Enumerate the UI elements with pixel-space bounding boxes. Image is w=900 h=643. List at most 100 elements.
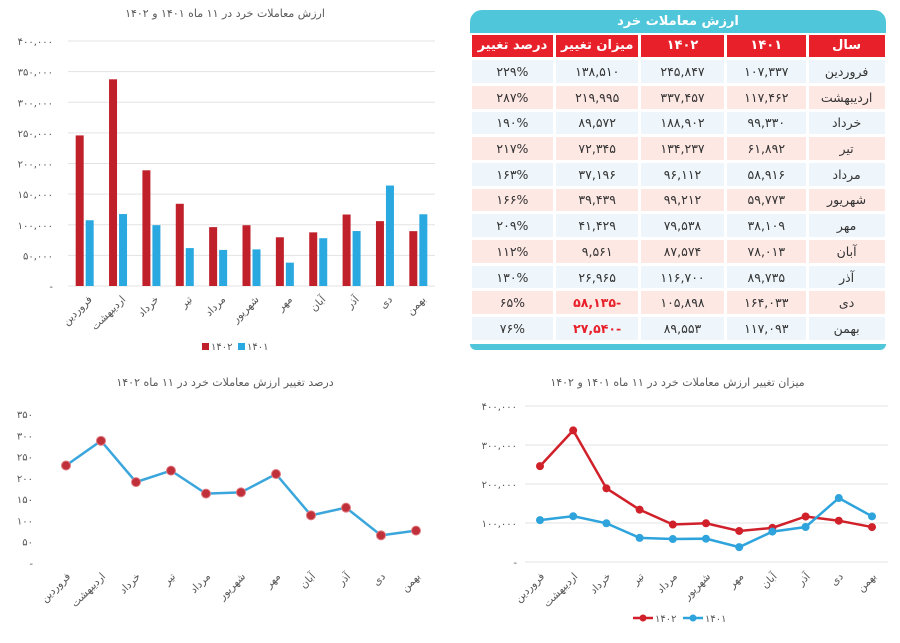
y-tick-label: ۲۰۰,۰۰۰ [482, 480, 517, 491]
x-tick-label: آبان [307, 292, 329, 314]
value-cell: ۹۹,۲۱۲ [641, 188, 724, 212]
bar-1401 [385, 185, 394, 286]
y-tick-label: ۳۵۰,۰۰۰ [18, 68, 53, 79]
y-tick-label: ۱۵۰ [17, 495, 33, 506]
table-row: شهریور ۵۹,۷۷۳ ۹۹,۲۱۲ ۳۹,۴۳۹ ۱۶۶% [470, 187, 886, 213]
value-cell: ۱۱۲% [471, 240, 554, 263]
x-tick-label: مرداد [203, 294, 228, 319]
x-tick-label: فروردین [39, 571, 73, 605]
retail-trades-table: ارزش معاملات خرد سال ۱۴۰۱ ۱۴۰۲ میزان تغییر د… [470, 10, 886, 351]
bar-1402 [175, 203, 184, 286]
legend-label-1402: ۱۴۰۲ [655, 614, 676, 625]
value-cell: ۱۶۶% [471, 188, 554, 212]
column-header: درصد تغییر [471, 34, 554, 58]
value-cell: ۲۰۹% [471, 214, 554, 237]
x-tick-label: بهمن [855, 571, 879, 595]
value-cell: ۱۳۴,۲۳۷ [641, 137, 724, 160]
data-point [376, 530, 386, 541]
x-tick-label: شهریور [681, 571, 713, 603]
change-chart-title: میزان تغییر ارزش معاملات خرد در ۱۱ ماه ۱… [550, 376, 805, 389]
y-tick-label: ۱۰۰,۰۰۰ [482, 519, 517, 530]
bar-1401 [185, 248, 194, 286]
x-tick-label: مرداد [655, 571, 680, 596]
bar-1402 [342, 214, 351, 286]
bar-1401 [285, 262, 294, 286]
bar-chart-title: ارزش معاملات خرد در ۱۱ ماه ۱۴۰۱ و ۱۴۰۲ [125, 7, 325, 20]
value-cell: ۱۶۳% [471, 162, 554, 186]
value-cell: ۵۹,۷۷۳ [726, 188, 806, 212]
table-row: آبان ۷۸,۰۱۳ ۸۷,۵۷۴ ۹,۵۶۱ ۱۱۲% [470, 239, 886, 265]
bar-1402 [109, 79, 118, 286]
value-cell: ۸۹,۵۷۲ [556, 111, 639, 135]
x-tick-label: آذر [343, 292, 363, 312]
value-cell: ۸۹,۷۳۵ [726, 265, 806, 289]
value-cell: ۷۲,۳۴۵ [556, 137, 639, 160]
data-point-1401 [768, 527, 777, 536]
bar-1402 [242, 225, 251, 286]
data-point [236, 487, 246, 498]
y-tick-label: ۵۰ [22, 538, 33, 549]
bar-chart-panel: ارزش معاملات خرد در ۱۱ ماه ۱۴۰۱ و ۱۴۰۲ -… [0, 0, 450, 360]
x-tick-label: خرداد [588, 571, 614, 597]
value-cell: ۱۹۰% [471, 111, 554, 135]
table-row: بهمن ۱۱۷,۰۹۳ ۸۹,۵۵۳ -۲۷,۵۴۰ ۷۶% [470, 316, 886, 342]
x-tick-label: آذر [334, 569, 354, 589]
data-point-1401 [801, 523, 810, 532]
y-tick-label: ۲۰۰ [17, 474, 33, 485]
value-cell: ۱۳۰% [471, 265, 554, 289]
value-cell: ۸۷,۵۷۴ [641, 240, 724, 263]
value-cell: ۴۱,۴۲۹ [556, 214, 639, 237]
table-bottom-bar [470, 344, 886, 351]
bar-1401 [252, 249, 261, 286]
change-chart-panel: میزان تغییر ارزش معاملات خرد در ۱۱ ماه ۱… [455, 370, 900, 643]
x-tick-label: اردیبهشت [541, 571, 580, 610]
data-point [166, 465, 176, 476]
y-tick-label: ۱۰۰,۰۰۰ [18, 221, 53, 232]
data-point [61, 460, 71, 471]
y-tick-label: ۱۵۰,۰۰۰ [18, 190, 53, 201]
value-cell: ۲۸۷% [471, 85, 554, 109]
month-cell: دی [808, 291, 885, 315]
value-cell: ۱۱۷,۴۶۲ [726, 85, 806, 109]
data-point-1402 [569, 426, 578, 435]
table-row: اردیبهشت ۱۱۷,۴۶۲ ۳۳۷,۴۵۷ ۲۱۹,۹۹۵ ۲۸۷% [470, 84, 886, 110]
x-tick-label: تیر [161, 571, 179, 589]
bar-1402 [409, 231, 418, 286]
data-point [131, 477, 141, 488]
bar-1401 [219, 249, 228, 286]
table-row: مهر ۳۸,۱۰۹ ۷۹,۵۳۸ ۴۱,۴۲۹ ۲۰۹% [470, 213, 886, 239]
x-tick-label: شهریور [216, 571, 248, 603]
table-row: آذر ۸۹,۷۳۵ ۱۱۶,۷۰۰ ۲۶,۹۶۵ ۱۳۰% [470, 264, 886, 290]
bar-1402 [75, 135, 84, 286]
legend-label-1401: ۱۴۰۱ [705, 614, 726, 625]
data-point [271, 469, 281, 480]
month-cell: خرداد [808, 111, 885, 135]
x-tick-label: دی [828, 570, 846, 588]
x-tick-label: خرداد [117, 571, 143, 597]
table-title: ارزش معاملات خرد [470, 10, 886, 33]
value-cell: ۹۹,۳۳۰ [726, 111, 806, 135]
x-tick-label: تیر [177, 294, 195, 312]
data-point-1401 [635, 533, 644, 542]
value-cell: -۵۸,۱۳۵ [556, 291, 639, 315]
value-cell: ۲۱۹,۹۹۵ [556, 85, 639, 109]
y-tick-label: ۳۰۰,۰۰۰ [18, 98, 53, 109]
value-cell: ۱۱۷,۰۹۳ [726, 317, 806, 340]
y-tick-label: ۲۵۰ [17, 453, 33, 464]
value-cell: ۸۹,۵۵۳ [641, 317, 724, 340]
table-row: تیر ۶۱,۸۹۲ ۱۳۴,۲۳۷ ۷۲,۳۴۵ ۲۱۷% [470, 136, 886, 162]
value-cell: ۱۶۴,۰۳۳ [726, 291, 806, 315]
y-tick-label: - [49, 282, 53, 293]
x-tick-label: آبان [758, 569, 780, 591]
value-cell: ۷۸,۰۱۳ [726, 240, 806, 263]
value-cell: ۹۶,۱۱۲ [641, 162, 724, 186]
y-tick-label: - [513, 558, 517, 569]
data-point-1402 [868, 523, 876, 532]
value-cell: -۲۷,۵۴۰ [556, 317, 639, 340]
month-cell: تیر [808, 137, 885, 160]
value-cell: ۳۸,۱۰۹ [726, 214, 806, 237]
data-point-1402 [602, 484, 611, 493]
column-header: ۱۴۰۲ [641, 34, 724, 58]
data-point [201, 488, 211, 499]
